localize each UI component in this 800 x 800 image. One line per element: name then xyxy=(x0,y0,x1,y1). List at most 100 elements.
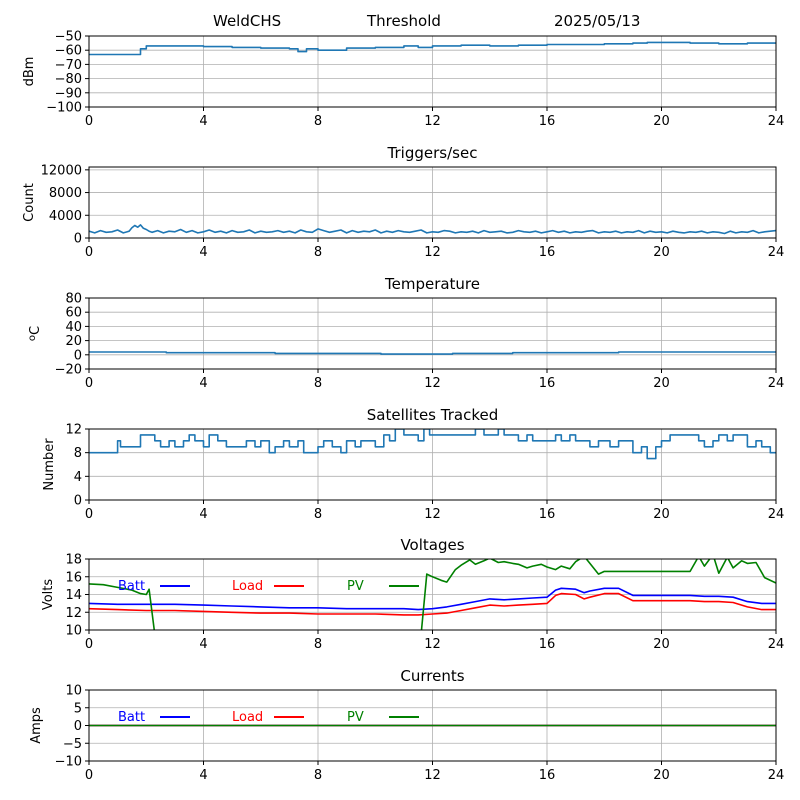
series-line-temp xyxy=(89,351,776,355)
y-tick-label: 12 xyxy=(65,423,82,438)
chart-triggers: 0 4 8 12 16 20 24 0 4000 8000 12000 Triggers/sec Cou… xyxy=(22,144,784,260)
legend-label-load: Load xyxy=(232,710,263,725)
y-tick-label: 12 xyxy=(65,606,82,621)
x-tick-label: 0 xyxy=(85,376,93,391)
x-tick-label: 16 xyxy=(539,507,556,522)
x-tick-label: 0 xyxy=(85,637,93,652)
legend-label-load: Load xyxy=(232,579,263,594)
y-tick-label: 12000 xyxy=(41,163,82,178)
x-tick-label: 12 xyxy=(424,507,441,522)
y-tick-label: −70 xyxy=(55,58,82,73)
y-tick-label: −20 xyxy=(55,363,82,378)
y-tick-label: 5 xyxy=(74,701,82,716)
series-line-rf xyxy=(89,41,776,56)
x-tick-label: 0 xyxy=(85,768,93,783)
x-tick-label: 24 xyxy=(768,768,785,783)
series-line-triggers xyxy=(89,224,776,235)
header-date: 2025/05/13 xyxy=(554,12,640,30)
y-tick-label: 80 xyxy=(65,292,82,307)
x-tick-label: 8 xyxy=(314,637,322,652)
x-tick-label: 0 xyxy=(85,507,93,522)
series-line-batt xyxy=(89,587,776,611)
y-axis-label: Amps xyxy=(29,707,44,744)
header-station: WeldCHS xyxy=(213,12,281,30)
x-tick-label: 8 xyxy=(314,376,322,391)
x-tick-label: 16 xyxy=(539,768,556,783)
chart-title: Temperature xyxy=(384,275,480,293)
y-axis-label: Volts xyxy=(41,579,56,611)
y-axis-label: Count xyxy=(22,183,37,222)
x-tick-label: 16 xyxy=(539,376,556,391)
y-tick-label: 8 xyxy=(74,446,82,461)
y-tick-label: 18 xyxy=(65,553,82,568)
series-line-pv xyxy=(89,559,776,630)
y-tick-label: 20 xyxy=(65,334,82,349)
x-tick-label: 4 xyxy=(199,245,207,260)
x-tick-label: 4 xyxy=(199,637,207,652)
x-tick-label: 12 xyxy=(424,376,441,391)
chart-title: Triggers/sec xyxy=(387,144,478,162)
x-tick-label: 24 xyxy=(768,114,785,129)
x-tick-label: 24 xyxy=(768,507,785,522)
x-tick-label: 8 xyxy=(314,768,322,783)
y-tick-label: 0 xyxy=(74,348,82,363)
x-tick-label: 12 xyxy=(424,637,441,652)
series-line-load xyxy=(89,592,776,616)
x-tick-label: 0 xyxy=(85,114,93,129)
x-tick-label: 4 xyxy=(199,376,207,391)
x-tick-label: 20 xyxy=(653,114,670,129)
y-tick-label: −60 xyxy=(55,44,82,59)
chart-title: Voltages xyxy=(400,536,464,554)
x-tick-label: 20 xyxy=(653,768,670,783)
y-tick-label: −5 xyxy=(63,737,82,752)
y-tick-label: 16 xyxy=(65,570,82,585)
y-tick-label: −50 xyxy=(55,30,82,45)
x-tick-label: 12 xyxy=(424,768,441,783)
series-line-sats xyxy=(89,429,776,460)
y-tick-label: −90 xyxy=(55,86,82,101)
chart-title: Currents xyxy=(400,667,464,685)
x-tick-label: 20 xyxy=(653,637,670,652)
y-tick-label: 8000 xyxy=(49,186,82,201)
y-tick-label: −80 xyxy=(55,72,82,87)
x-tick-label: 0 xyxy=(85,245,93,260)
x-tick-label: 20 xyxy=(653,507,670,522)
x-tick-label: 12 xyxy=(424,114,441,129)
y-tick-label: 0 xyxy=(74,719,82,734)
legend-label-batt: Batt xyxy=(118,579,145,594)
x-tick-label: 12 xyxy=(424,245,441,260)
chart-title: Satellites Tracked xyxy=(367,406,498,424)
y-tick-label: 10 xyxy=(65,624,82,639)
y-tick-label: 4000 xyxy=(49,209,82,224)
chart-sats: 0 4 8 12 16 20 24 0 4 8 12 Satellites Tracked Number xyxy=(42,406,784,522)
x-tick-label: 16 xyxy=(539,114,556,129)
y-tick-label: 0 xyxy=(74,232,82,247)
y-axis-label: dBm xyxy=(22,57,37,87)
x-tick-label: 8 xyxy=(314,245,322,260)
y-tick-label: −100 xyxy=(46,101,82,116)
y-tick-label: 10 xyxy=(65,684,82,699)
header-mode: Threshold xyxy=(366,12,441,30)
x-tick-label: 8 xyxy=(314,507,322,522)
x-tick-label: 24 xyxy=(768,376,785,391)
legend-label-pv: PV xyxy=(347,579,364,594)
x-tick-label: 4 xyxy=(199,114,207,129)
y-tick-label: 14 xyxy=(65,588,82,603)
y-axis-label: Number xyxy=(42,438,57,491)
y-axis-label: oC xyxy=(27,326,43,341)
chart-rf: 0 4 8 12 16 20 24 −100−90−80−70−60−50 dBm xyxy=(22,30,784,130)
x-tick-label: 24 xyxy=(768,245,785,260)
x-tick-label: 4 xyxy=(199,768,207,783)
y-tick-label: 60 xyxy=(65,306,82,321)
y-tick-label: 4 xyxy=(74,470,82,485)
y-tick-label: 0 xyxy=(74,494,82,509)
chart-amps: 0 4 8 12 16 20 24 −10 −5 0 5 10 Currents Amps Batt Load… xyxy=(29,667,784,783)
y-tick-label: −10 xyxy=(55,755,82,770)
legend-label-pv: PV xyxy=(347,710,364,725)
x-tick-label: 16 xyxy=(539,637,556,652)
x-tick-label: 20 xyxy=(653,376,670,391)
x-tick-label: 16 xyxy=(539,245,556,260)
